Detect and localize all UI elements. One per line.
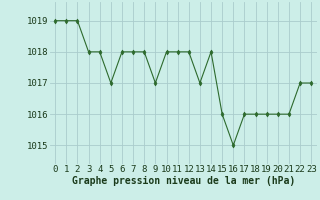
X-axis label: Graphe pression niveau de la mer (hPa): Graphe pression niveau de la mer (hPa) (72, 176, 295, 186)
